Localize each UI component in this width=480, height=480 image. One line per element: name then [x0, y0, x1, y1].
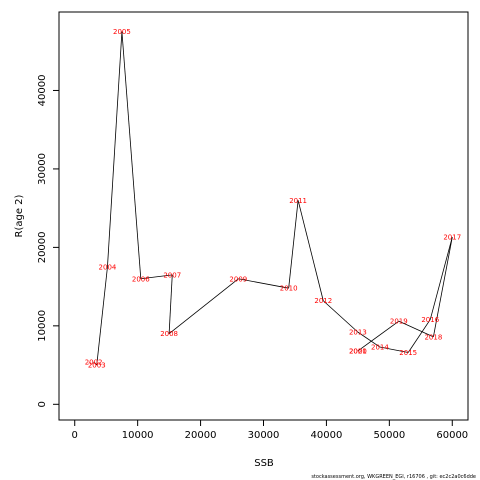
year-label-2020: 2020: [349, 347, 367, 355]
path-segment-2004-2005: [107, 31, 123, 268]
year-label-2008: 2008: [160, 330, 178, 338]
x-tick-label: 60000: [436, 430, 468, 441]
path-segment-2015-2016: [407, 319, 431, 353]
x-tick-label: 40000: [311, 430, 343, 441]
path-segment-2012-2013: [323, 300, 359, 333]
path-segment-2008-2009: [168, 278, 239, 335]
x-tick-label: 30000: [248, 430, 280, 441]
year-label-2014: 2014: [371, 344, 389, 352]
x-tick-label: 0: [72, 430, 78, 441]
year-label-2003: 2003: [88, 362, 106, 370]
year-label-2007: 2007: [163, 271, 181, 279]
year-label-2002: 2002: [85, 358, 103, 366]
x-axis-title: SSB: [254, 458, 274, 469]
path-segment-2003-2004: [96, 266, 108, 366]
footer-text: stockassessment.org, WKGREEN_EGI, r16706…: [311, 474, 476, 480]
x-tick-label: 10000: [122, 430, 154, 441]
path-segment-2009-2010: [238, 278, 289, 289]
path-segment-2010-2011: [288, 200, 299, 289]
path-segment-2005-2006: [121, 31, 142, 279]
year-label-2015: 2015: [399, 349, 417, 357]
year-label-2017: 2017: [443, 234, 461, 242]
year-label-2005: 2005: [113, 28, 131, 36]
path-segment-2018-2019: [398, 320, 434, 338]
year-label-2011: 2011: [289, 197, 307, 205]
path-segment-2017-2018: [432, 237, 453, 337]
year-label-2016: 2016: [421, 316, 439, 324]
y-tick-label: 30000: [37, 153, 48, 185]
year-label-2006: 2006: [132, 275, 150, 283]
y-tick-label: 10000: [37, 310, 48, 342]
path-segment-2019-2020: [357, 320, 400, 352]
path-segment-2007-2008: [168, 274, 173, 334]
x-tick-label: 20000: [185, 430, 217, 441]
year-label-2009: 2009: [229, 275, 247, 283]
y-tick-label: 0: [37, 401, 48, 407]
year-label-2012: 2012: [314, 297, 332, 305]
recruitment-path: [93, 31, 453, 366]
path-segment-2014-2015: [379, 346, 409, 353]
y-axis-title: R(age 2): [14, 194, 25, 237]
axes: 0 10000 20000 30000 40000 50000 60000 0 10000 200…: [37, 75, 468, 441]
year-label-2004: 2004: [99, 264, 117, 272]
year-label-2013: 2013: [349, 329, 367, 337]
y-tick-label: 40000: [37, 75, 48, 107]
path-segment-2013-2014: [357, 331, 381, 348]
year-label-2010: 2010: [280, 285, 298, 293]
year-label-2018: 2018: [424, 333, 442, 341]
year-label-2001: 2001: [349, 347, 367, 355]
path-segment-2006-2007: [140, 274, 173, 280]
year-label-2019: 2019: [390, 318, 408, 326]
path-segment-2002-2003: [93, 361, 98, 366]
path-segment-2016-2017: [429, 237, 453, 320]
x-tick-label: 50000: [373, 430, 405, 441]
path-segment-2011-2012: [297, 200, 324, 301]
y-tick-label: 20000: [37, 231, 48, 263]
